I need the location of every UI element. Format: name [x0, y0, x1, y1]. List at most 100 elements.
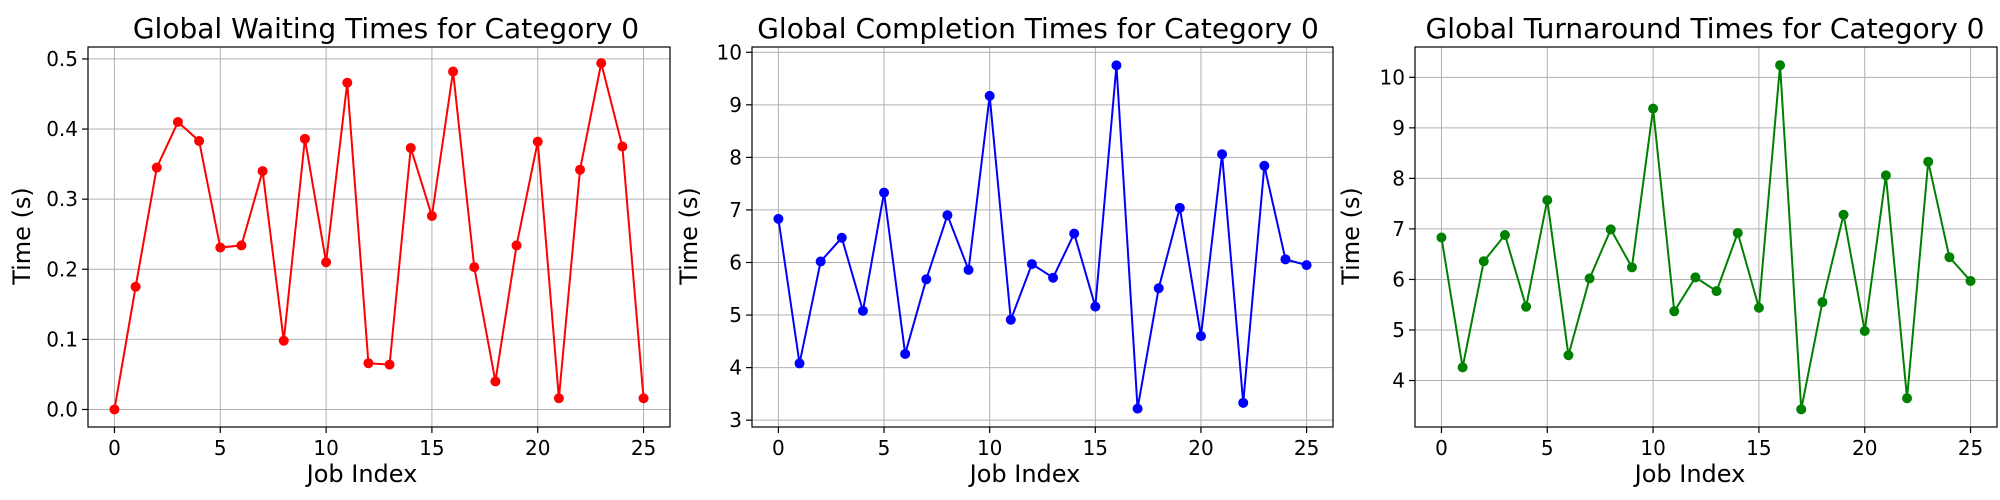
chart-title: Global Waiting Times for Category 0 [133, 12, 639, 45]
y-tick-label: 0.0 [46, 397, 78, 421]
data-point [1521, 301, 1532, 312]
data-point [384, 359, 395, 370]
waiting-times-chart: Global Waiting Times for Category 0 Job … [8, 12, 671, 488]
data-point [342, 77, 353, 88]
chart-title: Global Completion Times for Category 0 [757, 12, 1319, 45]
data-point [321, 257, 332, 268]
data-point [1669, 306, 1680, 317]
data-point [1301, 260, 1312, 271]
x-tick-label: 15 [419, 436, 444, 460]
data-point [1796, 404, 1807, 415]
data-point [1280, 254, 1291, 265]
series-line [113, 62, 645, 410]
completion-times-chart: Global Completion Times for Category 0 J… [675, 12, 1334, 488]
data-point [1005, 314, 1016, 325]
y-tick-label: 0.5 [46, 47, 78, 71]
data-point [1923, 156, 1934, 167]
x-tick-label: 20 [1852, 436, 1877, 460]
data-point [900, 348, 911, 359]
chart-title: Global Turnaround Times for Category 0 [1426, 12, 1985, 45]
data-point [1711, 286, 1722, 297]
data-point [1648, 103, 1659, 114]
data-point [1584, 273, 1595, 284]
x-tick-label: 25 [1958, 436, 1983, 460]
y-tick-label: 5 [1392, 318, 1405, 342]
data-point [1732, 227, 1743, 238]
data-point [1048, 272, 1059, 283]
series-line [1440, 65, 1972, 410]
data-point [215, 242, 226, 253]
x-tick-label: 5 [1541, 436, 1554, 460]
data-point [1132, 403, 1143, 414]
data-point [1090, 301, 1101, 312]
y-tick-label: 8 [1392, 166, 1405, 190]
data-point [405, 142, 416, 153]
data-point [130, 281, 141, 292]
data-point [1859, 325, 1870, 336]
data-point [596, 58, 607, 69]
data-point [1238, 397, 1249, 408]
x-tick-label: 0 [772, 436, 785, 460]
y-axis-label: Time (s) [8, 187, 36, 286]
data-point [1775, 60, 1786, 71]
data-point [426, 210, 437, 221]
series-line [777, 65, 1307, 409]
y-axis-label: Time (s) [1337, 187, 1365, 286]
x-tick-label: 15 [1746, 436, 1771, 460]
data-point [1111, 60, 1122, 71]
x-tick-label: 5 [878, 436, 891, 460]
data-point [1944, 252, 1955, 263]
data-point [1069, 228, 1080, 239]
x-axis-label: Job Index [968, 460, 1081, 488]
x-tick-label: 5 [214, 436, 227, 460]
y-tick-label: 3 [729, 408, 742, 432]
x-tick-label: 0 [108, 436, 121, 460]
y-tick-label: 0.2 [46, 257, 78, 281]
y-tick-label: 9 [729, 93, 742, 117]
y-axis-label: Time (s) [675, 187, 703, 286]
x-tick-label: 10 [977, 436, 1002, 460]
data-point [773, 213, 784, 224]
data-point [532, 136, 543, 147]
x-tick-label: 25 [631, 436, 656, 460]
plot-frame [87, 46, 671, 428]
data-point [575, 164, 586, 175]
data-point [236, 240, 247, 251]
y-tick-label: 9 [1392, 116, 1405, 140]
data-point [921, 274, 932, 285]
data-point [879, 187, 890, 198]
data-point [194, 135, 205, 146]
y-tick-label: 4 [1392, 369, 1405, 393]
y-tick-label: 10 [717, 40, 742, 64]
data-point [1817, 297, 1828, 308]
data-point [511, 240, 522, 251]
x-axis-label: Job Index [1633, 460, 1746, 488]
data-point [1753, 302, 1764, 313]
data-point [1217, 149, 1228, 160]
data-point [1838, 209, 1849, 220]
y-tick-label: 5 [729, 303, 742, 327]
data-point [1499, 229, 1510, 240]
x-tick-label: 25 [1294, 436, 1319, 460]
data-point [857, 305, 868, 316]
data-point [278, 335, 289, 346]
y-tick-label: 7 [729, 198, 742, 222]
y-tick-label: 0.3 [46, 187, 78, 211]
data-point [469, 262, 480, 273]
data-point [638, 393, 649, 404]
data-point [1902, 393, 1913, 404]
x-axis-label: Job Index [305, 460, 418, 488]
data-point [942, 210, 953, 221]
data-point [1195, 331, 1206, 342]
x-tick-label: 15 [1083, 436, 1108, 460]
data-point [963, 264, 974, 275]
y-tick-label: 4 [729, 356, 742, 380]
data-point [299, 133, 310, 144]
y-tick-label: 10 [1380, 65, 1405, 89]
data-point [1563, 350, 1574, 361]
data-point [815, 256, 826, 267]
data-point [363, 358, 374, 369]
data-point [794, 358, 805, 369]
data-point [448, 66, 459, 77]
